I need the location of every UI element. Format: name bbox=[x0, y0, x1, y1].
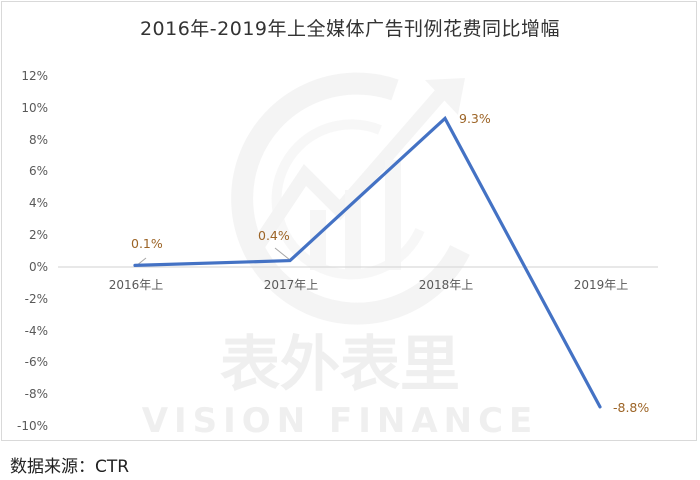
x-tick-label: 2017年上 bbox=[263, 278, 319, 292]
x-tick-label: 2018年上 bbox=[418, 278, 474, 292]
y-tick-label: 12% bbox=[21, 69, 48, 83]
y-tick-label: 6% bbox=[28, 164, 48, 178]
series-line bbox=[133, 115, 602, 409]
data-label: 0.4% bbox=[258, 228, 290, 243]
y-tick-label: 2% bbox=[28, 228, 48, 242]
leader-line bbox=[274, 247, 291, 261]
x-tick-label: 2019年上 bbox=[573, 278, 629, 292]
data-label: 9.3% bbox=[459, 111, 491, 126]
data-source: 数据来源：CTR bbox=[10, 457, 130, 477]
watermark-cn: 表外表里 bbox=[220, 330, 460, 400]
data-label: 0.1% bbox=[131, 236, 163, 251]
x-tick-label: 2016年上 bbox=[108, 278, 164, 292]
y-tick-label: -10% bbox=[16, 419, 48, 433]
y-tick-label: 10% bbox=[21, 101, 48, 115]
y-tick-label: 4% bbox=[28, 196, 48, 210]
y-tick-label: -8% bbox=[24, 387, 48, 401]
watermark-en: VISION FINANCE bbox=[142, 401, 539, 441]
y-tick-label: -4% bbox=[24, 324, 48, 338]
data-label: -8.8% bbox=[613, 400, 650, 415]
y-tick-label: 8% bbox=[28, 133, 48, 147]
y-tick-label: -6% bbox=[24, 355, 48, 369]
chart-title: 2016年-2019年上全媒体广告刊例花费同比增幅 bbox=[139, 18, 561, 40]
y-tick-label: -2% bbox=[24, 292, 48, 306]
y-tick-label: 0% bbox=[28, 260, 48, 274]
